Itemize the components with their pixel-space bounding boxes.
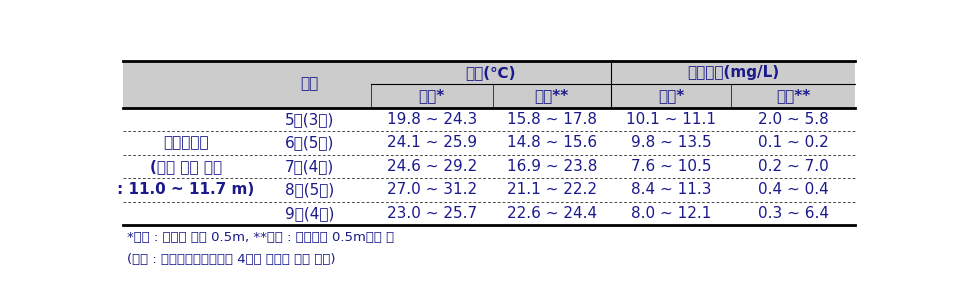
Text: 10.1 ~ 11.1: 10.1 ~ 11.1 (625, 112, 716, 127)
Text: 6월(5회): 6월(5회) (285, 135, 334, 150)
Text: 수온(℃): 수온(℃) (465, 65, 516, 80)
Text: 0.1 ~ 0.2: 0.1 ~ 0.2 (757, 135, 827, 150)
Text: 21.1 ~ 22.2: 21.1 ~ 22.2 (506, 182, 597, 197)
Text: 저층**: 저층** (534, 88, 568, 103)
Text: 9월(4회): 9월(4회) (285, 206, 334, 221)
Text: 용존산소(mg/L): 용존산소(mg/L) (686, 65, 779, 80)
Text: 기간: 기간 (300, 77, 318, 91)
Text: 19.8 ~ 24.3: 19.8 ~ 24.3 (386, 112, 476, 127)
Text: (최고 수심 변화: (최고 수심 변화 (150, 159, 222, 174)
Text: 14.8 ~ 15.6: 14.8 ~ 15.6 (506, 135, 597, 150)
Text: 8월(5회): 8월(5회) (285, 182, 334, 197)
Text: 22.6 ~ 24.4: 22.6 ~ 24.4 (506, 206, 597, 221)
Text: 27.0 ~ 31.2: 27.0 ~ 31.2 (386, 182, 476, 197)
Text: (입전 : 낙동강물환경연구소 4대강 수심별 정밀 조사): (입전 : 낙동강물환경연구소 4대강 수심별 정밀 조사) (127, 253, 335, 266)
Text: 2.0 ~ 5.8: 2.0 ~ 5.8 (757, 112, 827, 127)
Text: 0.3 ~ 6.4: 0.3 ~ 6.4 (757, 206, 828, 221)
Text: 16.9 ~ 23.8: 16.9 ~ 23.8 (506, 159, 597, 174)
Bar (123, 60, 854, 107)
Text: 7월(4회): 7월(4회) (285, 159, 334, 174)
Text: 표층*: 표층* (418, 88, 444, 103)
Text: 23.0 ~ 25.7: 23.0 ~ 25.7 (386, 206, 476, 221)
Text: *표층 : 수표면 아래 0.5m, **저층 : 바닥에서 0.5m이상 위: *표층 : 수표면 아래 0.5m, **저층 : 바닥에서 0.5m이상 위 (127, 231, 394, 244)
Text: 0.4 ~ 0.4: 0.4 ~ 0.4 (757, 182, 827, 197)
Text: 강정고령보: 강정고령보 (163, 135, 209, 150)
Text: : 11.0 ~ 11.7 m): : 11.0 ~ 11.7 m) (117, 182, 254, 197)
Text: 7.6 ~ 10.5: 7.6 ~ 10.5 (630, 159, 711, 174)
Text: 0.2 ~ 7.0: 0.2 ~ 7.0 (757, 159, 827, 174)
Text: 5월(3회): 5월(3회) (285, 112, 334, 127)
Text: 저층**: 저층** (775, 88, 809, 103)
Text: 표층*: 표층* (658, 88, 683, 103)
Text: 24.6 ~ 29.2: 24.6 ~ 29.2 (386, 159, 476, 174)
Bar (123, 107, 854, 225)
Text: 8.4 ~ 11.3: 8.4 ~ 11.3 (630, 182, 711, 197)
Text: 9.8 ~ 13.5: 9.8 ~ 13.5 (630, 135, 711, 150)
Text: 8.0 ~ 12.1: 8.0 ~ 12.1 (630, 206, 711, 221)
Text: 15.8 ~ 17.8: 15.8 ~ 17.8 (506, 112, 597, 127)
Text: 24.1 ~ 25.9: 24.1 ~ 25.9 (386, 135, 476, 150)
